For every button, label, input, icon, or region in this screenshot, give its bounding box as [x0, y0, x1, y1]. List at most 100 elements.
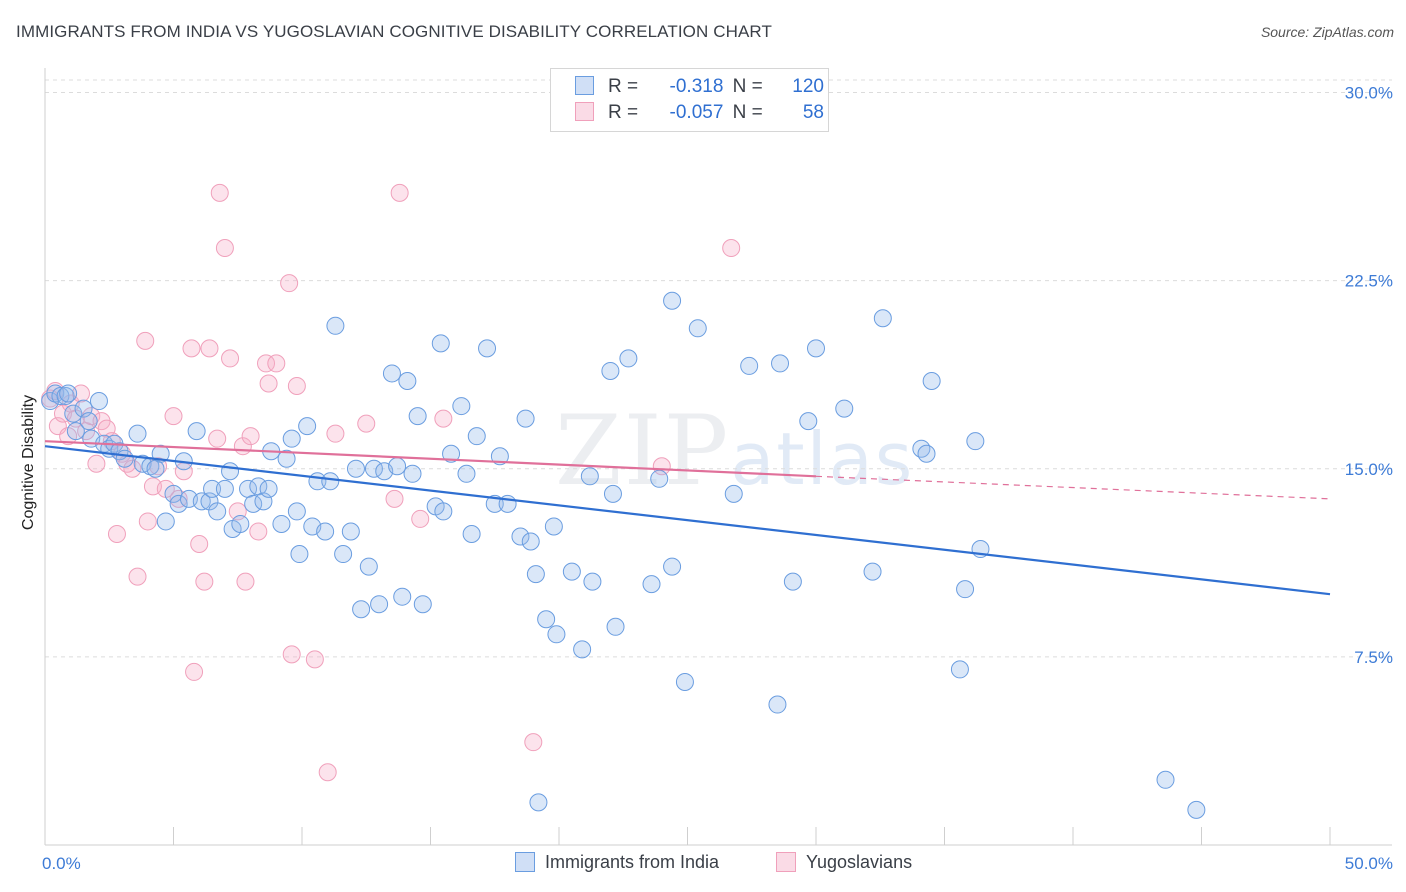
yugoslavian-point — [357, 414, 376, 433]
yugoslavian-point — [221, 349, 240, 368]
india-point — [341, 522, 360, 541]
india-point — [156, 512, 175, 531]
india-point — [580, 467, 599, 486]
india-point — [768, 695, 787, 714]
india-point — [490, 447, 509, 466]
yugoslavian-point — [385, 489, 404, 508]
india-point — [259, 479, 278, 498]
india-point — [282, 429, 301, 448]
india-point — [771, 354, 790, 373]
yugoslavian-point — [305, 650, 324, 669]
india-point — [922, 371, 941, 390]
yugo-trend-line — [44, 440, 817, 478]
yugoslavian-point — [411, 509, 430, 528]
india-point — [64, 404, 83, 423]
yugoslavian-point — [123, 459, 142, 478]
india-point — [187, 422, 206, 441]
india-point — [917, 444, 936, 463]
yugo-n-label: N = — [732, 102, 763, 123]
correlation-legend: R = -0.318 N = 120 R = -0.057 N = 58 — [550, 68, 829, 132]
india-point — [467, 427, 486, 446]
india-point — [526, 565, 545, 584]
india-point — [46, 384, 65, 403]
y-tick-label: 15.0% — [1345, 460, 1393, 479]
india-point — [783, 572, 802, 591]
india-point — [1156, 770, 1175, 789]
india-point — [511, 527, 530, 546]
yugoslavian-point — [138, 512, 157, 531]
india-n-value: 120 — [792, 76, 824, 97]
india-point — [1187, 800, 1206, 819]
y-tick-label: 7.5% — [1354, 648, 1393, 667]
yugoslavian-point — [82, 407, 101, 426]
axis-labels: 7.5% 15.0% 22.5% 30.0% 0.0% 50.0% Cognitive Di… — [20, 84, 1393, 873]
watermark: ZIPatlas — [555, 395, 915, 507]
y-axis-label: Cognitive Disability — [20, 395, 37, 530]
bottom-legend-india[interactable]: Immigrants from India — [515, 852, 719, 873]
india-point — [321, 472, 340, 491]
india-point — [724, 484, 743, 503]
india-point — [393, 587, 412, 606]
yugoslavian-point — [210, 183, 229, 202]
yugo-r-value: -0.057 — [669, 102, 724, 123]
india-n-label: N = — [732, 76, 763, 97]
india-point — [215, 479, 234, 498]
india-point — [298, 417, 317, 436]
india-point — [457, 464, 476, 483]
india-point — [529, 793, 548, 812]
india-point — [316, 522, 335, 541]
india-point — [583, 572, 602, 591]
india-point — [346, 459, 365, 478]
india-point — [290, 545, 309, 564]
india-legend-swatch — [515, 852, 535, 872]
india-point — [370, 595, 389, 614]
india-point — [462, 524, 481, 543]
india-point — [547, 625, 566, 644]
yugoslavian-point — [190, 535, 209, 554]
bottom-legend-yugo[interactable]: Yugoslavians — [776, 852, 912, 873]
india-point — [287, 502, 306, 521]
yugoslavian-point — [722, 239, 741, 258]
yugoslavian-point — [136, 331, 155, 350]
india-point — [79, 412, 98, 431]
yugoslavian-point — [236, 572, 255, 591]
yugoslavian-point — [257, 354, 276, 373]
india-point — [431, 334, 450, 353]
india-point — [573, 640, 592, 659]
india-point — [56, 387, 75, 406]
yugoslavian-point — [282, 645, 301, 664]
india-point — [169, 494, 188, 513]
y-tick-label: 22.5% — [1345, 272, 1393, 291]
india-point — [59, 384, 78, 403]
yugo-legend-label: Yugoslavians — [806, 852, 913, 872]
india-point — [89, 392, 108, 411]
yugoslavian-point — [169, 489, 188, 508]
india-point — [231, 514, 250, 533]
india-point — [272, 514, 291, 533]
yugoslavian-point — [249, 522, 268, 541]
x-tick-label: 50.0% — [1345, 854, 1393, 873]
yugoslavian-point — [128, 567, 147, 586]
india-point — [688, 319, 707, 338]
india-point — [603, 484, 622, 503]
india-point — [359, 557, 378, 576]
yugoslavian-point — [259, 374, 278, 393]
india-trend-line — [44, 445, 1331, 596]
india-point — [398, 371, 417, 390]
india-point — [663, 291, 682, 310]
yugoslavian-point — [318, 763, 337, 782]
india-point — [956, 580, 975, 599]
yugo-trend-extension — [815, 475, 1331, 500]
grid-lines — [45, 79, 1392, 658]
india-point — [740, 356, 759, 375]
india-point — [912, 439, 931, 458]
yugoslavian-point — [215, 239, 234, 258]
yugoslavian-point — [390, 183, 409, 202]
yugoslavian-point — [182, 339, 201, 358]
india-r-value: -0.318 — [669, 76, 724, 97]
india-point — [434, 502, 453, 521]
india-point — [388, 457, 407, 476]
india-point — [807, 339, 825, 358]
india-point — [128, 424, 147, 443]
india-points — [41, 291, 1206, 819]
